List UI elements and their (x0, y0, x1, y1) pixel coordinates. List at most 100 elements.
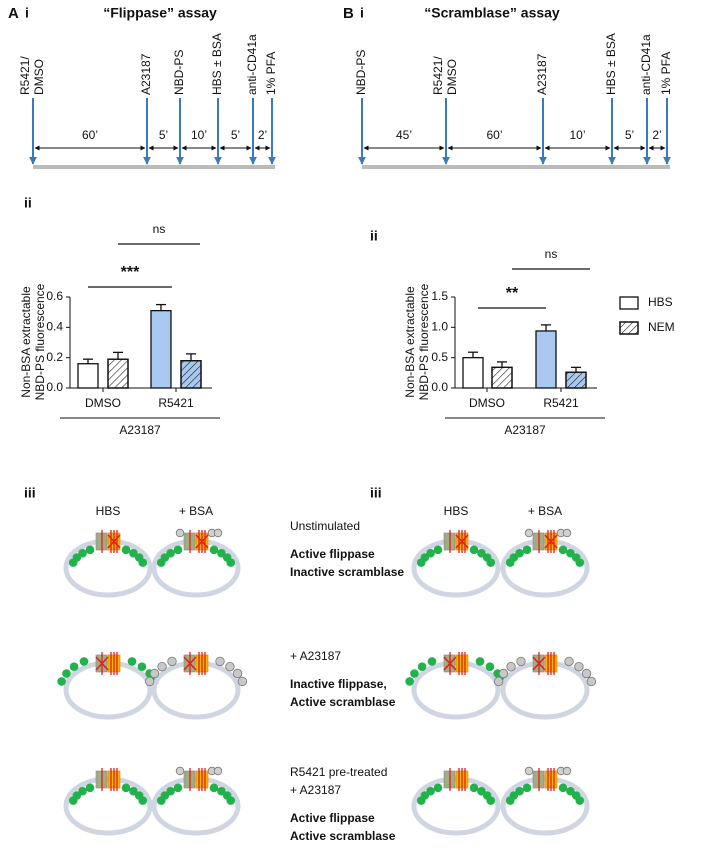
y-tick-label: 0.5 (431, 350, 448, 364)
condition-label: R5421 pre-treated (290, 765, 387, 779)
lipid (62, 669, 71, 678)
y-tick-label: 1.5 (431, 289, 448, 303)
lipid (433, 545, 443, 555)
event-label: A23187 (139, 53, 153, 95)
bar-hatch (180, 360, 202, 389)
event-label: A23187 (535, 53, 549, 95)
y-tick-label: 0.2 (46, 350, 63, 364)
x-tick-label: R5421 (543, 396, 579, 410)
interval-label: 60’ (486, 128, 502, 142)
column-label: + BSA (179, 504, 213, 518)
significance-label: ns (153, 222, 166, 236)
lipid (486, 558, 496, 567)
lipid (85, 783, 95, 793)
inactive-mark (195, 534, 209, 549)
significance-label: ** (506, 285, 519, 302)
lipid (427, 657, 437, 666)
interval-label: 5’ (159, 128, 168, 142)
lipid (85, 545, 95, 555)
significance-label: ns (545, 247, 558, 261)
inactive-mark (455, 534, 469, 549)
lipid (426, 786, 435, 796)
lipid (173, 783, 183, 793)
condition-label: + A23187 (290, 783, 341, 797)
state-label: Active scramblase (290, 829, 396, 843)
lipid (137, 662, 147, 671)
lipid (558, 545, 568, 555)
interval-label: 5’ (625, 128, 634, 142)
legend-label: HBS (648, 295, 673, 309)
lipid (426, 548, 435, 558)
lipid (127, 657, 137, 666)
lipid (574, 661, 584, 672)
lipid (575, 796, 585, 805)
interval-label: 2’ (652, 128, 661, 142)
event-label: anti-CD41a (639, 34, 653, 95)
condition-label: + A23187 (290, 649, 341, 663)
panel-sub: iii (24, 485, 36, 501)
lipid (485, 662, 495, 671)
lipid (78, 548, 87, 558)
event-label: anti-CD41a (245, 34, 259, 95)
y-tick-label: 0.0 (46, 380, 63, 394)
panel-sub: i (360, 5, 364, 21)
lipid (138, 796, 148, 805)
lipid (433, 783, 443, 793)
event-label: NBD-PS (172, 50, 186, 95)
event-label: R5421/ (431, 56, 445, 95)
bar (535, 330, 557, 389)
inactive-mark (443, 656, 457, 671)
event-label: NBD-PS (354, 50, 368, 95)
panel-title: “Scramblase” assay (424, 5, 560, 21)
lipid (166, 548, 175, 558)
lipid (506, 661, 516, 672)
lipid (209, 783, 219, 793)
lipid (226, 558, 236, 567)
bar (150, 309, 172, 389)
bar (462, 357, 484, 389)
condition-label: Unstimulated (290, 519, 360, 533)
lipid (226, 796, 236, 805)
lipid (79, 657, 89, 666)
group-label: A23187 (119, 423, 161, 437)
y-tick-label: 1.0 (431, 320, 448, 334)
lipid (213, 528, 223, 538)
y-axis-label: Non-BSA extractable (19, 286, 33, 398)
bar (77, 363, 99, 389)
inactive-mark (95, 656, 109, 671)
lipid (515, 548, 524, 558)
lipid (209, 545, 219, 555)
inactive-mark (183, 656, 197, 671)
lipid (213, 766, 223, 776)
bar-hatch (107, 358, 129, 389)
lipid (173, 545, 183, 555)
lipid (405, 677, 414, 686)
lipid (121, 783, 131, 793)
lipid (486, 796, 496, 805)
lipid (469, 545, 479, 555)
state-label: Inactive flippase, (290, 677, 387, 691)
inactive-mark (532, 656, 546, 671)
lipid (69, 662, 79, 671)
group-label: A23187 (504, 423, 546, 437)
bar-hatch (491, 366, 513, 389)
state-label: Active flippase (290, 547, 375, 561)
inactive-mark (107, 534, 121, 549)
lipid (167, 656, 177, 667)
interval-label: 45’ (396, 128, 412, 142)
lipid (410, 669, 419, 678)
y-axis-label: NBD-PS fluorescence (417, 283, 431, 400)
lipid (57, 677, 66, 686)
lipid (498, 668, 509, 679)
legend-hatch (619, 321, 639, 335)
interval-label: 10’ (191, 128, 207, 142)
panel-sub: ii (24, 195, 32, 211)
lipid (237, 676, 248, 687)
column-label: + BSA (528, 504, 562, 518)
panel-sub: i (25, 5, 29, 21)
x-tick-label: DMSO (469, 396, 505, 410)
lipid (225, 661, 235, 672)
inactive-mark (544, 534, 558, 549)
lipid (149, 668, 160, 679)
interval-label: 5’ (231, 128, 240, 142)
